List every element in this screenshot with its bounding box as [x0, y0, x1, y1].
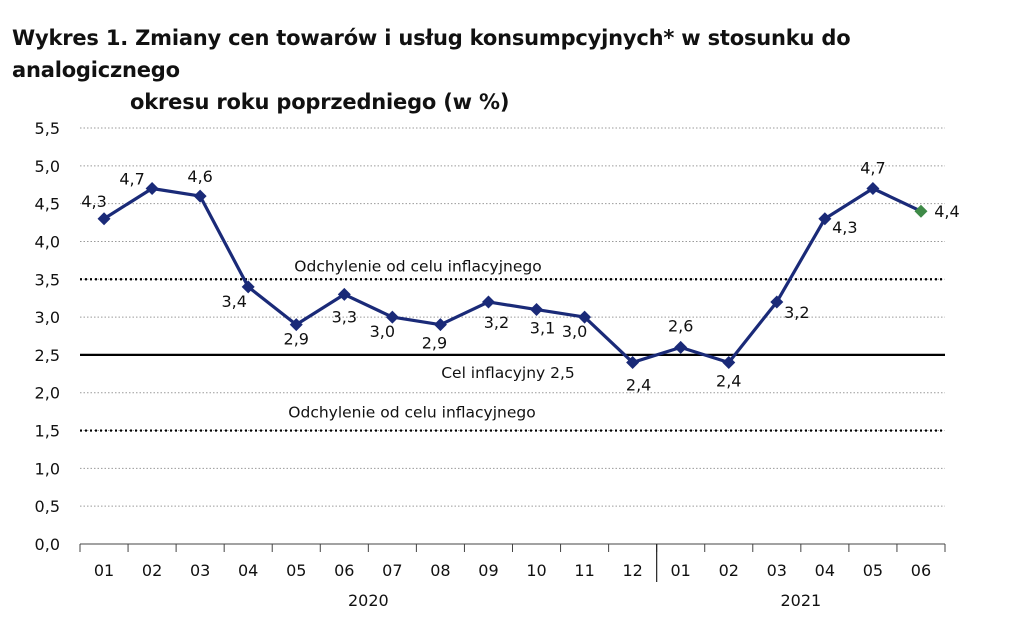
data-label: 3,2: [484, 313, 509, 332]
data-point-marker: [385, 310, 399, 324]
data-label: 3,3: [332, 307, 357, 326]
y-tick-label: 0,0: [35, 535, 60, 554]
data-label: 4,7: [119, 170, 144, 189]
x-tick-label: 04: [238, 561, 258, 580]
data-label: 3,2: [784, 303, 809, 322]
x-tick-label: 08: [430, 561, 450, 580]
data-point-marker: [193, 189, 207, 203]
x-tick-label: 10: [526, 561, 546, 580]
data-label: 2,6: [668, 316, 693, 335]
data-label: 4,3: [832, 218, 857, 237]
x-tick-label: 09: [478, 561, 498, 580]
y-tick-label: 4,5: [35, 195, 60, 214]
data-point-marker: [674, 340, 688, 354]
data-point-marker: [770, 295, 784, 309]
data-point-marker: [289, 318, 303, 332]
x-tick-label: 02: [142, 561, 162, 580]
y-tick-label: 1,0: [35, 459, 60, 478]
reference-line-label: Cel inflacyjny 2,5: [441, 364, 575, 382]
y-tick-label: 2,0: [35, 384, 60, 403]
data-point-marker: [914, 204, 928, 218]
y-tick-label: 4,0: [35, 232, 60, 251]
x-tick-label: 07: [382, 561, 402, 580]
data-label: 4,6: [187, 167, 212, 186]
y-tick-label: 5,0: [35, 157, 60, 176]
data-label: 3,4: [221, 292, 246, 311]
y-tick-label: 1,5: [35, 422, 60, 441]
chart-title-line1: Wykres 1. Zmiany cen towarów i usług kon…: [12, 26, 851, 82]
y-tick-label: 2,5: [35, 346, 60, 365]
y-tick-label: 0,5: [35, 497, 60, 516]
x-tick-label: 02: [719, 561, 739, 580]
data-point-marker: [530, 303, 544, 317]
x-tick-label: 03: [767, 561, 787, 580]
x-tick-label: 03: [190, 561, 210, 580]
chart-title: Wykres 1. Zmiany cen towarów i usług kon…: [12, 22, 1012, 118]
x-tick-label: 01: [94, 561, 114, 580]
x-tick-label: 06: [334, 561, 354, 580]
chart-title-line2: okresu roku poprzedniego (w %): [130, 90, 510, 114]
data-point-marker: [818, 212, 832, 226]
year-label: 2020: [348, 591, 389, 610]
data-label: 4,4: [934, 202, 959, 221]
data-point-marker: [866, 182, 880, 196]
x-tick-label: 01: [671, 561, 691, 580]
y-tick-label: 3,5: [35, 270, 60, 289]
data-label: 2,4: [716, 371, 741, 390]
data-label: 3,1: [530, 319, 555, 338]
data-label: 3,0: [562, 322, 587, 341]
data-point-marker: [578, 310, 592, 324]
data-point-marker: [241, 280, 255, 294]
data-point-marker: [722, 355, 736, 369]
y-tick-label: 3,0: [35, 308, 60, 327]
data-point-marker: [97, 212, 111, 226]
data-point-marker: [433, 318, 447, 332]
data-point-marker: [626, 355, 640, 369]
series-line: [103, 186, 922, 365]
data-point-marker: [337, 287, 351, 301]
x-tick-label: 05: [286, 561, 306, 580]
x-tick-label: 06: [911, 561, 931, 580]
data-label: 2,4: [626, 375, 651, 394]
data-label: 2,9: [284, 330, 309, 349]
data-point-marker: [145, 182, 159, 196]
year-label: 2021: [780, 591, 821, 610]
x-tick-label: 12: [622, 561, 642, 580]
data-label: 2,9: [422, 334, 447, 353]
data-label: 4,7: [860, 159, 885, 178]
data-label: 3,0: [370, 322, 395, 341]
reference-line-label: Odchylenie od celu inflacyjnego: [294, 257, 541, 275]
data-point-marker: [481, 295, 495, 309]
x-tick-label: 04: [815, 561, 835, 580]
data-label: 4,3: [81, 192, 106, 211]
reference-line-label: Odchylenie od celu inflacyjnego: [288, 404, 535, 422]
y-tick-label: 5,5: [35, 119, 60, 138]
x-tick-label: 05: [863, 561, 883, 580]
x-tick-label: 11: [574, 561, 594, 580]
